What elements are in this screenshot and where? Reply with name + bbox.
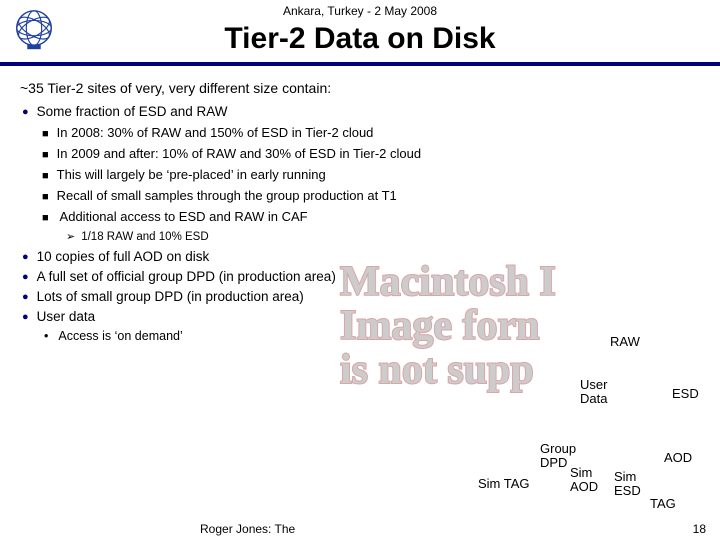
label-userdata: UserData: [580, 378, 607, 405]
sub-bullet: In 2008: 30% of RAW and 150% of ESD in T…: [42, 125, 706, 140]
lead-text: ~35 Tier-2 sites of very, very different…: [20, 80, 706, 96]
bullet-esd-raw: Some fraction of ESD and RAW: [22, 104, 706, 119]
sub-bullet: Additional access to ESD and RAW in CAF: [42, 209, 706, 224]
footer-author: Roger Jones: The: [200, 522, 295, 536]
label-aod: AOD: [664, 450, 692, 465]
sub-bullet: This will largely be ‘pre-placed’ in ear…: [42, 167, 706, 182]
dot-bullet-access: Access is ‘on demand’: [44, 329, 706, 343]
separator-line: [0, 62, 720, 66]
slide-title: Tier-2 Data on Disk: [0, 22, 720, 56]
sub-bullet: Recall of small samples through the grou…: [42, 188, 706, 203]
bullet-aod: 10 copies of full AOD on disk: [22, 249, 706, 264]
label-simtag: Sim TAG: [478, 476, 530, 491]
label-esd: ESD: [672, 386, 699, 401]
footer-page-number: 18: [693, 522, 706, 536]
header-location: Ankara, Turkey - 2 May 2008: [0, 0, 720, 18]
sub-bullet: In 2009 and after: 10% of RAW and 30% of…: [42, 146, 706, 161]
arrow-bullet: 1/18 RAW and 10% ESD: [66, 230, 706, 243]
label-simaod: SimAOD: [570, 466, 598, 493]
bullet-user-data: User data: [22, 309, 706, 324]
label-simesd: SimESD: [614, 470, 641, 497]
bullet-group-dpd: A full set of official group DPD (in pro…: [22, 269, 706, 284]
bullet-small-dpd: Lots of small group DPD (in production a…: [22, 289, 706, 304]
data-diagram: RAW UserData ESD GroupDPD AOD Sim TAG Si…: [440, 330, 720, 530]
label-tag: TAG: [650, 496, 676, 511]
